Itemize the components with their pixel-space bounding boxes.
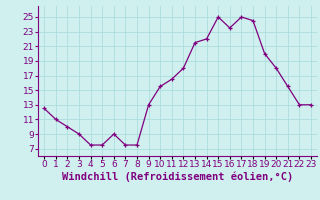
X-axis label: Windchill (Refroidissement éolien,°C): Windchill (Refroidissement éolien,°C) — [62, 172, 293, 182]
